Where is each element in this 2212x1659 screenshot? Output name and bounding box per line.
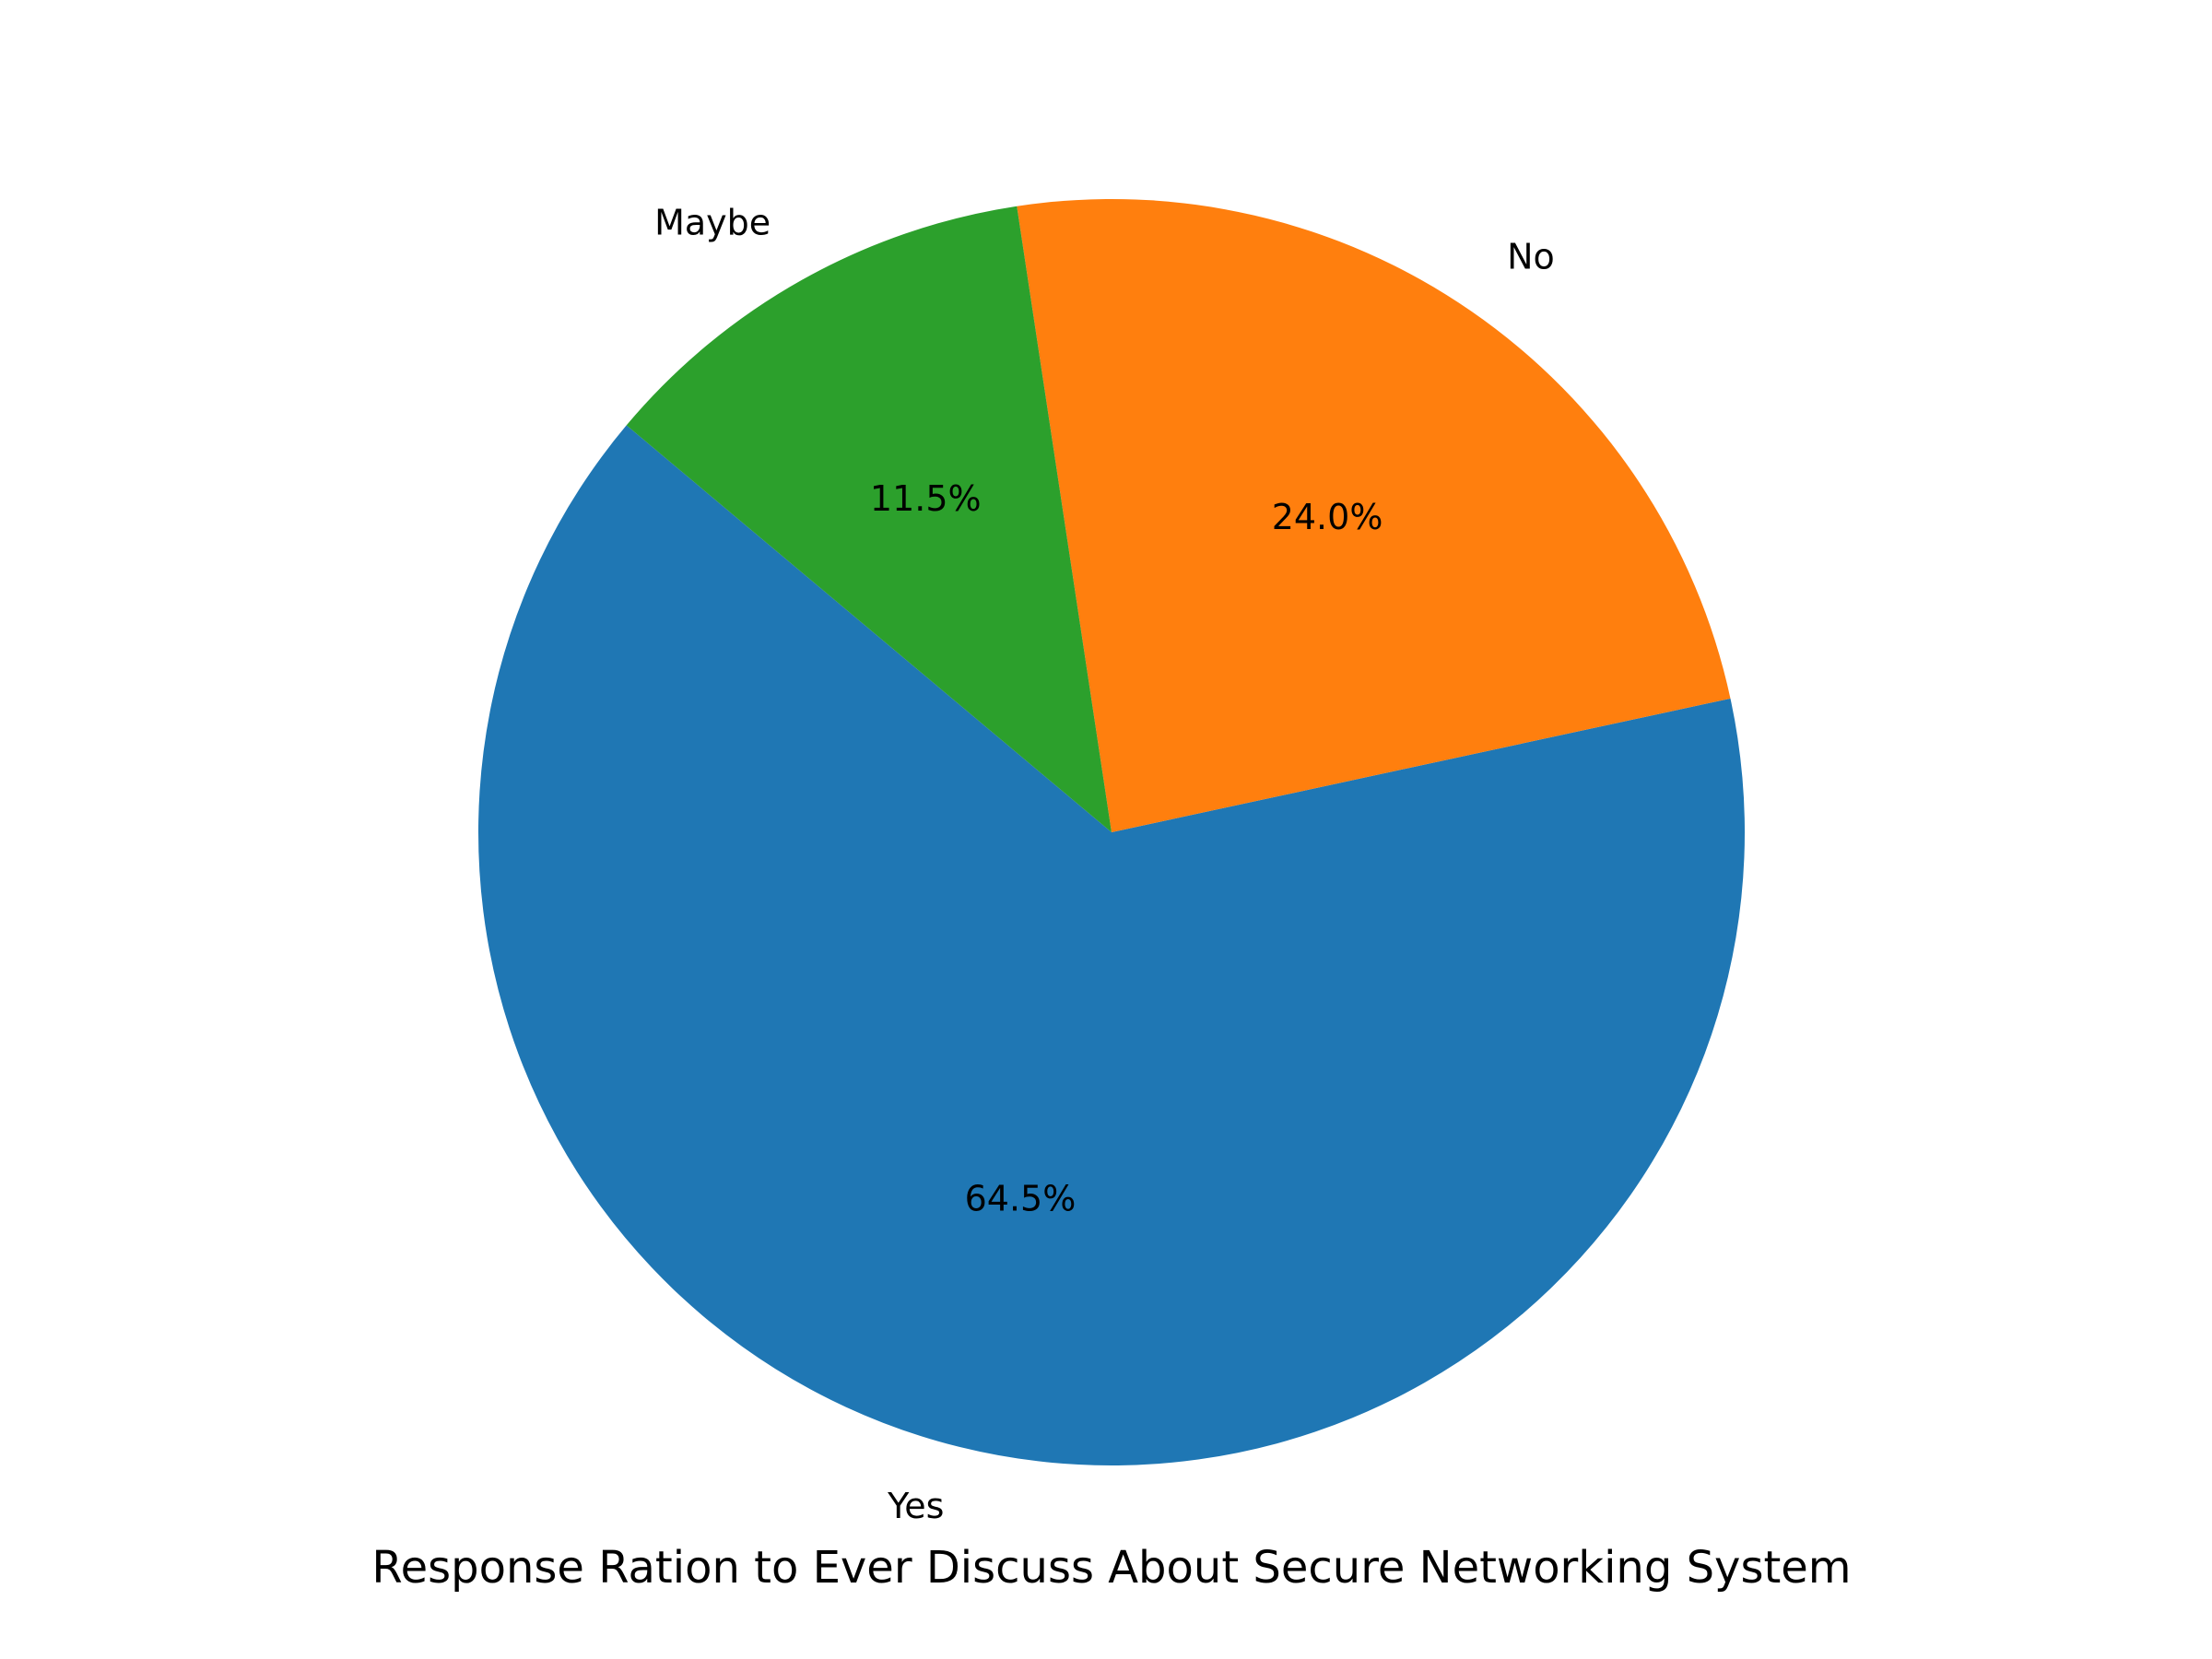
pie-slice-maybe bbox=[626, 206, 1112, 832]
pct-label-maybe: 11.5% bbox=[870, 478, 982, 519]
pie-slice-yes bbox=[478, 425, 1746, 1465]
slice-label-yes: Yes bbox=[887, 1486, 944, 1526]
pct-label-no: 24.0% bbox=[1272, 497, 1383, 537]
chart-title: Response Ration to Ever Discuss About Se… bbox=[371, 1542, 1851, 1594]
pie-slices bbox=[478, 198, 1746, 1465]
pie-slice-no bbox=[1017, 198, 1731, 832]
slice-label-maybe: Maybe bbox=[654, 202, 771, 242]
slice-label-no: No bbox=[1507, 236, 1555, 276]
pct-label-yes: 64.5% bbox=[965, 1179, 1077, 1219]
pie-labels: Yes 64.5% No 24.0% Maybe 11.5% bbox=[654, 202, 1555, 1526]
